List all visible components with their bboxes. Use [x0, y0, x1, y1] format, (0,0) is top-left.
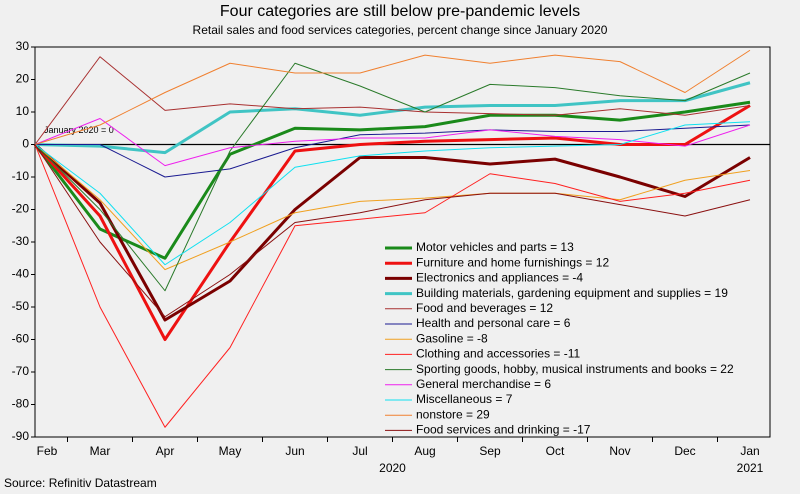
legend-label: Clothing and accessories = -11: [416, 347, 581, 361]
legend-label: Miscellaneous = 7: [416, 392, 513, 406]
y-tick-label: -20: [12, 202, 30, 216]
series-line: [34, 49, 751, 145]
series-line: [34, 144, 751, 271]
series-line: [34, 56, 751, 145]
chart-subtitle: Retail sales and food services categorie…: [193, 23, 608, 37]
x-tick-label: Feb: [37, 444, 58, 458]
y-tick-label: -80: [12, 397, 30, 411]
legend-label: Food and beverages = 12: [416, 301, 553, 315]
series-line: [34, 144, 751, 318]
legend-label: nonstore = 29: [416, 407, 490, 421]
legend-label: Motor vehicles and parts = 13: [416, 240, 574, 254]
series-line: [34, 62, 751, 292]
series-line: [34, 144, 751, 428]
y-tick-label: -10: [12, 169, 30, 183]
legend-label: Gasoline = -8: [416, 331, 488, 345]
source: Source: Refinitiv Datastream: [4, 476, 157, 490]
x-tick-label: Jan: [740, 444, 759, 458]
chart-title: Four categories are still below pre-pand…: [220, 3, 580, 20]
series-line: [34, 81, 751, 155]
y-tick-label: -50: [12, 299, 30, 313]
legend-label: Food services and drinking = -17: [416, 423, 591, 437]
legend-label: General merchandise = 6: [416, 377, 551, 391]
x-tick-label: Mar: [90, 444, 111, 458]
series-line: [35, 124, 751, 178]
legend-label: Sporting goods, hobby, musical instrumen…: [416, 362, 734, 376]
legend-label: Furniture and home furnishings = 12: [416, 255, 609, 269]
legend-label: Health and personal care = 6: [416, 316, 571, 330]
y-tick-label: 10: [16, 104, 30, 118]
x-tick-label: Aug: [414, 444, 435, 458]
y-tick-label: -40: [12, 267, 30, 281]
series-line: [33, 143, 751, 322]
x-tick-label: Jul: [352, 444, 367, 458]
x-tick-label: Jun: [285, 444, 304, 458]
year-label: 2021: [737, 461, 764, 475]
x-tick-label: Apr: [156, 444, 175, 458]
y-tick-label: 0: [22, 137, 29, 151]
x-tick-label: Dec: [674, 444, 695, 458]
y-tick-label: -60: [12, 332, 30, 346]
y-tick-label: 30: [16, 39, 30, 53]
annotation: January 2020 = 0: [44, 125, 114, 135]
legend-label: Building materials, gardening equipment …: [416, 286, 728, 300]
x-tick-label: Sep: [479, 444, 501, 458]
series-line: [33, 104, 751, 341]
y-tick-label: -70: [12, 364, 30, 378]
x-tick-label: Oct: [546, 444, 565, 458]
year-label: 2020: [379, 461, 406, 475]
x-tick-label: May: [219, 444, 242, 458]
y-tick-label: -90: [12, 429, 30, 443]
x-tick-label: Nov: [609, 444, 630, 458]
y-tick-label: -30: [12, 234, 30, 248]
y-tick-label: 20: [16, 72, 30, 86]
legend-label: Electronics and appliances = -4: [416, 271, 583, 285]
series-line: [34, 121, 751, 266]
series-line: [34, 118, 751, 167]
plot-area: [34, 46, 771, 438]
